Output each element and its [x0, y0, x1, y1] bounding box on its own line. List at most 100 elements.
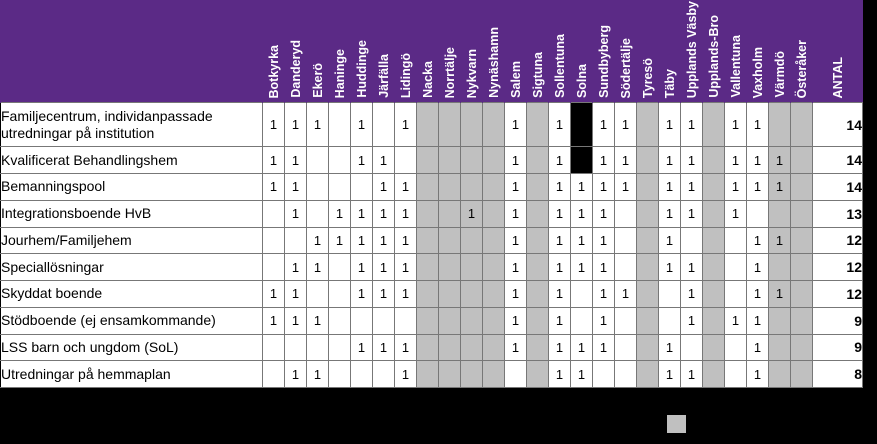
row-label: Familjecentrum, individanpassade utredni…: [0, 101, 263, 148]
table-cell: 1: [746, 101, 769, 148]
table-cell: 1: [570, 253, 593, 282]
table-cell: [438, 173, 461, 201]
column-header-7: Nacka: [416, 0, 439, 103]
column-header-label: Huddinge: [354, 40, 369, 98]
table-cell: [702, 253, 725, 282]
table-cell: 1: [306, 226, 329, 255]
table-cell: [790, 199, 813, 228]
column-header-4: Huddinge: [350, 0, 373, 103]
table-cell: [482, 101, 505, 148]
table-cell: 1: [680, 146, 703, 175]
table-cell: [790, 333, 813, 362]
column-header-label: Vaxholm: [750, 46, 765, 98]
table-cell: [262, 226, 285, 255]
column-header-label: Sundbyberg: [596, 25, 611, 98]
table-cell: [592, 360, 615, 388]
table-cell: 1: [658, 226, 681, 255]
table-cell: [460, 360, 483, 388]
table-cell: [680, 226, 703, 255]
table-row: Skyddat boende 1 1 1 1 1 1 1 1 1 1 1 1 12: [0, 280, 863, 308]
table-cell: 1: [284, 173, 307, 201]
table-cell: 1: [724, 101, 747, 148]
table-cell: [526, 173, 549, 201]
column-header-label: Täby: [662, 68, 677, 98]
table-cell: [526, 226, 549, 255]
table-cell: [790, 280, 813, 308]
table-row: Utredningar på hemmaplan 1 1 1 1 1 1 1 1 8: [0, 360, 863, 388]
table-cell: [350, 360, 373, 388]
table-cell: [702, 333, 725, 362]
table-cell: [570, 101, 593, 148]
table-cell: 1: [284, 101, 307, 148]
table-cell: [460, 253, 483, 282]
table-cell: 1: [592, 199, 615, 228]
table-cell: 1: [504, 226, 527, 255]
table-row: Jourhem/Familjehem 1 1 1 1 1 1 1 1 1 1 1 1 12: [0, 226, 863, 255]
table-cell: 1: [658, 173, 681, 201]
table-cell: [416, 146, 439, 175]
column-header-label: Norrtälje: [442, 46, 457, 98]
row-total-cell: 9: [812, 333, 863, 362]
table-cell: [526, 280, 549, 308]
table-cell: 1: [504, 199, 527, 228]
table-cell: 1: [394, 333, 417, 362]
table-cell: 1: [592, 280, 615, 308]
table-cell: [438, 360, 461, 388]
table-cell: [460, 173, 483, 201]
table-cell: [702, 101, 725, 148]
table-cell: 1: [768, 226, 791, 255]
table-cell: [482, 306, 505, 335]
table-cell: 1: [746, 146, 769, 175]
table-cell: 1: [372, 226, 395, 255]
row-label: LSS barn och ungdom (SoL): [0, 333, 263, 362]
table-cell: [768, 253, 791, 282]
column-header-label: Botkyrka: [266, 44, 281, 99]
table-cell: [262, 333, 285, 362]
table-cell: 1: [306, 101, 329, 148]
table-cell: [614, 199, 637, 228]
table-cell: [306, 199, 329, 228]
table-cell: [768, 199, 791, 228]
table-cell: 1: [306, 253, 329, 282]
table-cell: [482, 253, 505, 282]
column-header-14: Solna: [570, 0, 593, 103]
table-cell: 1: [394, 226, 417, 255]
table-cell: 1: [306, 306, 329, 335]
table-cell: [526, 253, 549, 282]
table-cell: [372, 101, 395, 148]
table-cell: [306, 173, 329, 201]
table-cell: 1: [614, 146, 637, 175]
table-cell: 1: [680, 173, 703, 201]
column-header-label: Värmdö: [772, 51, 787, 98]
table-cell: [790, 253, 813, 282]
table-cell: [636, 306, 659, 335]
table-cell: [724, 360, 747, 388]
row-total-cell: 14: [812, 173, 863, 201]
table-cell: 1: [350, 280, 373, 308]
table-cell: [416, 199, 439, 228]
column-header-9: Nykvarn: [460, 0, 483, 103]
column-header-21: Vallentuna: [724, 0, 747, 103]
table-cell: 1: [570, 226, 593, 255]
table-cell: [724, 226, 747, 255]
table-cell: [526, 146, 549, 175]
table-cell: 1: [504, 333, 527, 362]
table-cell: 1: [350, 146, 373, 175]
row-label: Kvalificerat Behandlingshem: [0, 146, 263, 175]
table-cell: [570, 280, 593, 308]
table-cell: 1: [504, 280, 527, 308]
table-cell: [262, 360, 285, 388]
table-cell: 1: [680, 101, 703, 148]
header-corner: [0, 0, 263, 103]
table-cell: 1: [614, 173, 637, 201]
row-total-cell: 9: [812, 306, 863, 335]
column-header-0: Botkyrka: [262, 0, 285, 103]
table-cell: [702, 280, 725, 308]
table-cell: [614, 226, 637, 255]
table-cell: [702, 360, 725, 388]
column-header-label: Lidingö: [398, 52, 413, 98]
table-cell: [284, 226, 307, 255]
table-cell: [262, 199, 285, 228]
column-header-17: Tyresö: [636, 0, 659, 103]
table-cell: [482, 146, 505, 175]
